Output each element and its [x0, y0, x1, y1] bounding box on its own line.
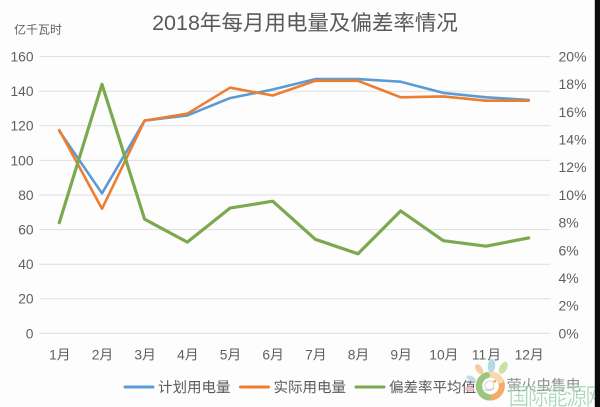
svg-text:6: 6	[262, 347, 270, 362]
svg-text:8%: 8%	[559, 215, 579, 231]
svg-text:2: 2	[92, 347, 100, 362]
svg-text:60: 60	[18, 223, 34, 238]
svg-text:100: 100	[11, 153, 34, 168]
svg-text:3: 3	[134, 347, 142, 362]
svg-text:80: 80	[18, 188, 34, 203]
svg-text:5: 5	[220, 347, 228, 362]
svg-text:12%: 12%	[559, 159, 587, 175]
svg-text:160: 160	[11, 50, 34, 65]
svg-text:9: 9	[390, 347, 398, 362]
svg-text:4%: 4%	[559, 270, 579, 286]
svg-text:120: 120	[11, 119, 34, 134]
svg-text:6%: 6%	[559, 242, 579, 258]
svg-text:18%: 18%	[559, 76, 587, 92]
svg-text:0%: 0%	[559, 325, 579, 341]
svg-text:11: 11	[472, 347, 486, 362]
svg-text:12: 12	[515, 347, 530, 362]
svg-text:1: 1	[49, 347, 57, 362]
svg-text:140: 140	[11, 84, 34, 99]
svg-text:40: 40	[18, 257, 34, 272]
svg-text:20%: 20%	[559, 49, 587, 65]
svg-text:7: 7	[305, 347, 313, 362]
svg-text:8: 8	[348, 347, 356, 362]
svg-text:20: 20	[18, 292, 34, 307]
svg-text:2%: 2%	[559, 298, 579, 314]
svg-text:10: 10	[429, 347, 445, 362]
svg-text:16%: 16%	[559, 104, 587, 120]
svg-text:10%: 10%	[559, 187, 587, 203]
svg-text:2018: 2018	[152, 11, 200, 35]
svg-text:4: 4	[177, 347, 185, 362]
svg-text:0: 0	[26, 326, 34, 341]
svg-text:14%: 14%	[559, 132, 587, 148]
